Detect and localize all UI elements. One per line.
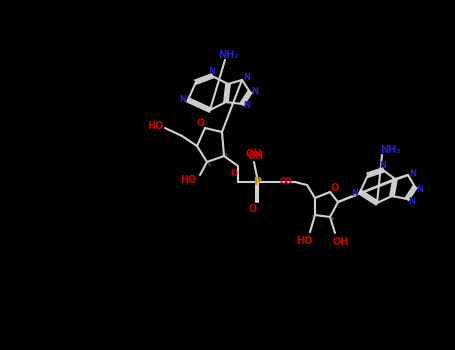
Text: HO: HO (296, 236, 312, 246)
Text: O: O (284, 177, 292, 187)
Text: NH₂: NH₂ (218, 50, 238, 60)
Text: O: O (231, 169, 238, 178)
Text: O: O (197, 118, 205, 128)
Text: OH: OH (333, 237, 349, 247)
Text: N: N (208, 66, 216, 76)
Text: s: s (225, 152, 228, 156)
Text: s: s (312, 215, 314, 219)
Text: N: N (252, 88, 258, 97)
Text: N: N (243, 74, 251, 83)
Text: O: O (279, 177, 287, 187)
Text: HO: HO (147, 121, 163, 131)
Text: N: N (410, 168, 416, 177)
Text: N: N (180, 96, 187, 105)
Text: P: P (254, 177, 262, 187)
Text: OH: OH (246, 149, 262, 159)
Text: N: N (379, 161, 386, 169)
Text: HO: HO (180, 175, 196, 185)
Text: O: O (249, 204, 257, 214)
Text: s: s (207, 161, 210, 167)
Text: OH: OH (248, 151, 264, 161)
Text: s: s (331, 217, 334, 222)
Text: N: N (409, 196, 415, 205)
Text: O: O (331, 183, 339, 193)
Text: N: N (243, 102, 251, 111)
Text: N: N (352, 189, 359, 198)
Text: NH₂: NH₂ (380, 145, 400, 155)
Text: N: N (416, 184, 424, 194)
